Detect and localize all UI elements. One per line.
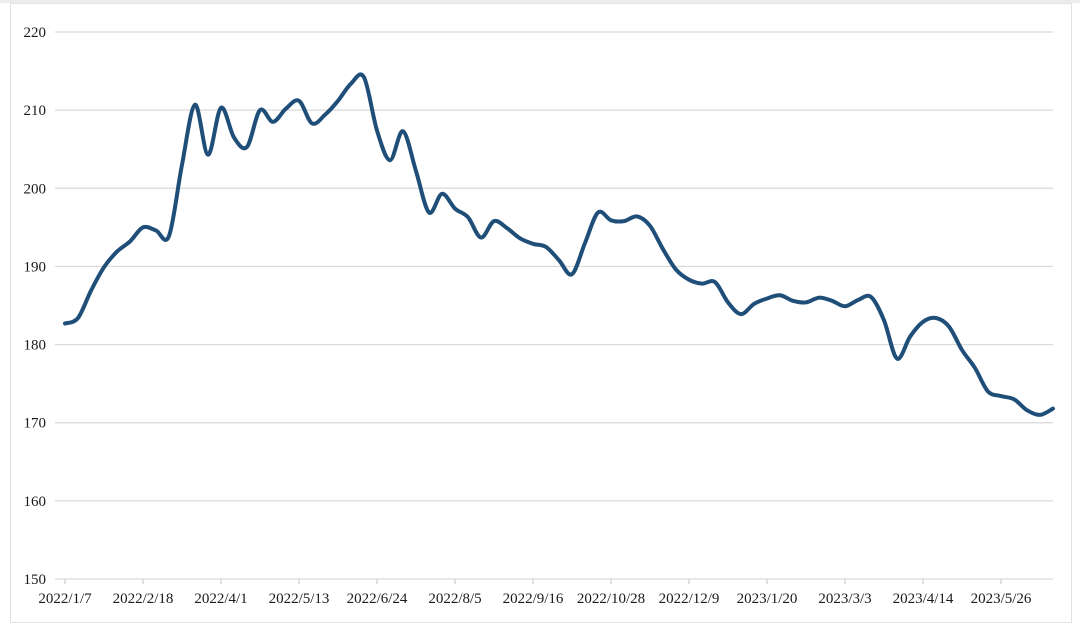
x-axis-tick-label: 2022/1/7	[38, 591, 92, 607]
y-axis-tick-label: 160	[24, 494, 47, 510]
x-axis-tick-label: 2023/1/20	[737, 591, 798, 607]
x-axis-tick-label: 2022/2/18	[113, 591, 174, 607]
x-axis-tick-label: 2023/5/26	[971, 591, 1032, 607]
x-axis-tick-label: 2022/8/5	[428, 591, 481, 607]
x-axis-tick-label: 2023/3/3	[818, 591, 871, 607]
y-axis-tick-label: 170	[24, 416, 47, 432]
x-axis-tick-label: 2022/6/24	[347, 591, 408, 607]
y-axis-tick-label: 220	[24, 25, 47, 41]
data-series-line	[63, 72, 1055, 417]
window-edge	[0, 0, 1080, 3]
x-axis-tick-label: 2022/5/13	[269, 591, 330, 607]
y-axis-tick-label: 210	[24, 103, 47, 119]
x-axis-tick-label: 2023/4/14	[893, 591, 954, 607]
x-axis-tick-label: 2022/12/9	[659, 591, 720, 607]
y-axis-tick-label: 200	[24, 181, 47, 197]
y-axis-tick-label: 180	[24, 338, 47, 354]
x-axis-tick-label: 2022/9/16	[503, 591, 564, 607]
chart-area-border	[10, 3, 1072, 623]
y-axis-tick-label: 150	[24, 572, 47, 588]
y-axis-tick-label: 190	[24, 259, 47, 275]
x-axis-tick-label: 2022/4/1	[194, 591, 247, 607]
x-axis-tick-label: 2022/10/28	[577, 591, 645, 607]
